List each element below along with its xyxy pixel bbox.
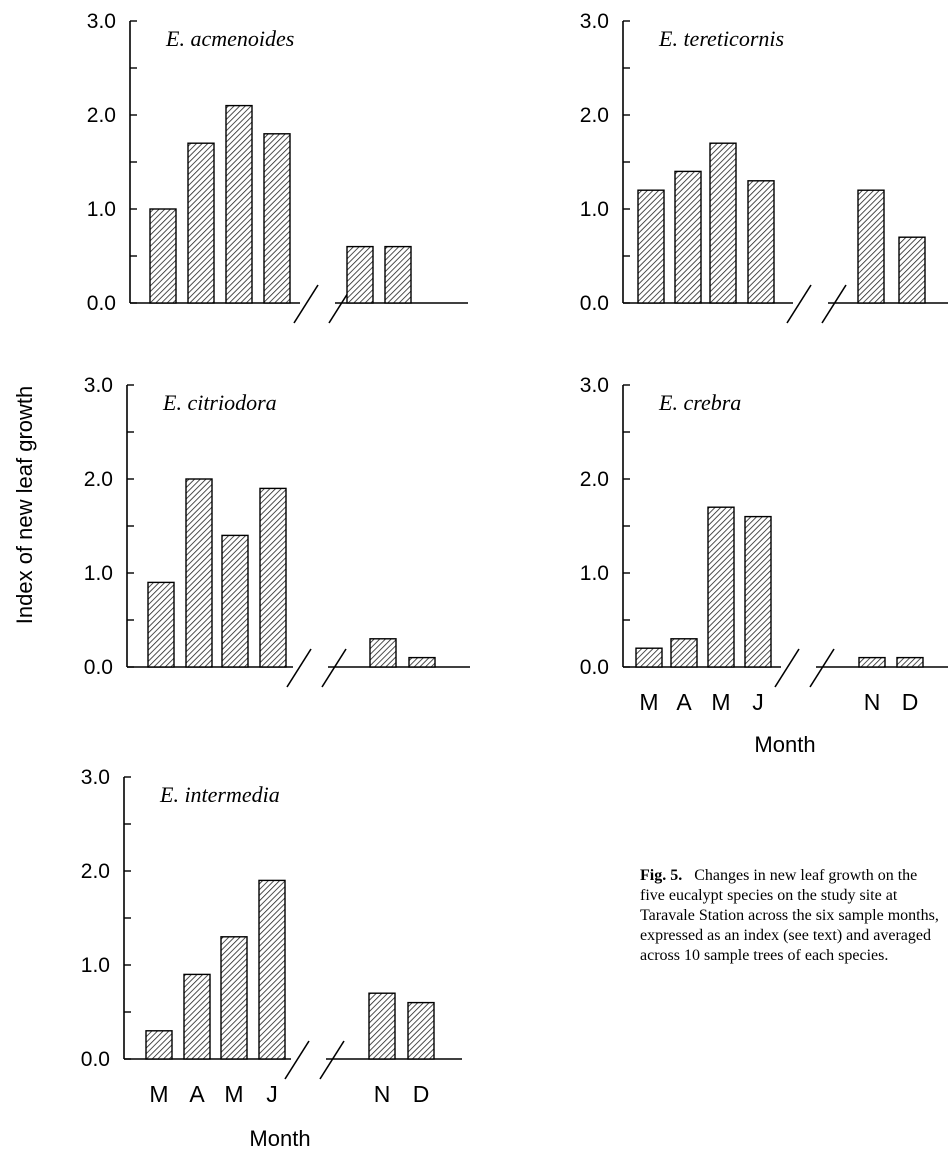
- x-tick-label-e-crebra: J: [752, 689, 764, 715]
- bar-e-crebra-6: [896, 656, 924, 668]
- x-tick-label-e-crebra: M: [639, 689, 658, 715]
- x-axis-title-crebra: Month: [754, 732, 815, 757]
- bar-e-crebra-5: [858, 656, 886, 668]
- axis-break-e-citriodora: [286, 648, 312, 688]
- bar-e-tereticornis-6: [898, 236, 926, 304]
- caption-text: Changes in new leaf growth on the five e…: [640, 867, 939, 964]
- bar-e-acmenoides-3: [225, 104, 253, 304]
- x-tick-label-e-intermedia: N: [374, 1081, 391, 1107]
- figure-number: Fig. 5.: [640, 867, 683, 884]
- axis-break-e-tereticornis: [786, 284, 812, 324]
- bar-e-intermedia-5: [368, 992, 396, 1060]
- y-tick-label-e-acmenoides: 2.0: [87, 104, 116, 127]
- x-tick-label-e-intermedia: D: [413, 1081, 430, 1107]
- x-tick-label-e-intermedia: M: [149, 1081, 168, 1107]
- axis-break-e-crebra: [774, 648, 800, 688]
- bar-e-crebra-4: [744, 515, 772, 668]
- panel-title-e-citriodora: E. citriodora: [162, 390, 277, 415]
- bar-e-intermedia-3: [220, 936, 248, 1060]
- bar-e-tereticornis-1: [637, 189, 665, 304]
- panel-title-e-acmenoides: E. acmenoides: [165, 26, 294, 51]
- y-tick-label-e-citriodora: 1.0: [84, 562, 113, 585]
- y-tick-label-e-crebra: 0.0: [580, 656, 609, 679]
- bar-e-intermedia-4: [258, 879, 286, 1060]
- x-tick-label-e-crebra: N: [864, 689, 881, 715]
- panel-e-tereticornis: E. tereticornis 0.0 1.0 2.0 3.0: [580, 10, 948, 324]
- bar-e-acmenoides-6: [384, 245, 412, 304]
- bar-e-acmenoides-2: [187, 142, 215, 304]
- x-tick-label-e-intermedia: A: [189, 1081, 205, 1107]
- figure-caption: Fig. 5. Changes in new leaf growth on the…: [640, 866, 940, 966]
- panel-title-e-tereticornis: E. tereticornis: [658, 26, 784, 51]
- bar-e-intermedia-6: [407, 1001, 435, 1060]
- x-tick-label-e-intermedia: J: [266, 1081, 278, 1107]
- y-tick-label-e-acmenoides: 1.0: [87, 198, 116, 221]
- y-tick-label-e-intermedia: 2.0: [81, 860, 110, 883]
- bar-e-crebra-3: [707, 506, 735, 668]
- axis-break-e-intermedia: [284, 1040, 310, 1080]
- panel-title-e-intermedia: E. intermedia: [159, 782, 280, 807]
- bar-e-intermedia-2: [183, 973, 211, 1060]
- bar-e-acmenoides-4: [263, 133, 291, 304]
- bar-e-acmenoides-1: [149, 208, 177, 304]
- x-tick-label-e-crebra: D: [902, 689, 919, 715]
- x-axis-title-intermedia: Month: [249, 1126, 310, 1151]
- y-tick-label-e-tereticornis: 0.0: [580, 292, 609, 315]
- x-tick-label-e-crebra: M: [711, 689, 730, 715]
- y-tick-label-e-crebra: 3.0: [580, 374, 609, 397]
- y-tick-label-e-citriodora: 2.0: [84, 468, 113, 491]
- axis-break-e-acmenoides: [293, 284, 319, 324]
- bar-e-crebra-2: [670, 638, 698, 668]
- y-tick-label-e-citriodora: 0.0: [84, 656, 113, 679]
- bar-e-intermedia-1: [145, 1030, 173, 1060]
- panel-title-e-crebra: E. crebra: [658, 390, 741, 415]
- y-tick-label-e-crebra: 2.0: [580, 468, 609, 491]
- axis-break-e-crebra: [809, 648, 835, 688]
- bar-e-citriodora-1: [147, 581, 175, 668]
- y-tick-label-e-citriodora: 3.0: [84, 374, 113, 397]
- y-tick-label-e-tereticornis: 3.0: [580, 10, 609, 33]
- panel-e-citriodora: E. citriodora 0.0 1.0 2.0 3.0: [84, 374, 470, 688]
- y-tick-label-e-tereticornis: 1.0: [580, 198, 609, 221]
- bar-e-tereticornis-2: [674, 170, 702, 304]
- bar-e-tereticornis-5: [857, 189, 885, 304]
- bar-e-tereticornis-4: [747, 180, 775, 304]
- x-tick-label-e-crebra: A: [676, 689, 692, 715]
- bar-e-acmenoides-5: [346, 245, 374, 304]
- panel-e-acmenoides: E. acmenoides 0.0 1.0 2.0 3.0: [87, 10, 468, 324]
- y-tick-label-e-tereticornis: 2.0: [580, 104, 609, 127]
- bar-e-citriodora-6: [408, 656, 436, 668]
- y-tick-label-e-intermedia: 1.0: [81, 954, 110, 977]
- y-tick-label-e-intermedia: 3.0: [81, 766, 110, 789]
- bar-e-tereticornis-3: [709, 142, 737, 304]
- bar-e-citriodora-3: [221, 534, 249, 668]
- y-axis-title: Index of new leaf growth: [12, 386, 37, 624]
- bar-e-citriodora-5: [369, 638, 397, 668]
- y-tick-label-e-crebra: 1.0: [580, 562, 609, 585]
- y-tick-label-e-acmenoides: 3.0: [87, 10, 116, 33]
- bar-e-citriodora-2: [185, 478, 213, 668]
- x-tick-label-e-intermedia: M: [224, 1081, 243, 1107]
- axis-break-e-tereticornis: [821, 284, 847, 324]
- axis-break-e-intermedia: [319, 1040, 345, 1080]
- bar-e-crebra-1: [635, 647, 663, 668]
- y-tick-label-e-acmenoides: 0.0: [87, 292, 116, 315]
- y-tick-label-e-intermedia: 0.0: [81, 1048, 110, 1071]
- bar-e-citriodora-4: [259, 487, 287, 668]
- axis-break-e-citriodora: [321, 648, 347, 688]
